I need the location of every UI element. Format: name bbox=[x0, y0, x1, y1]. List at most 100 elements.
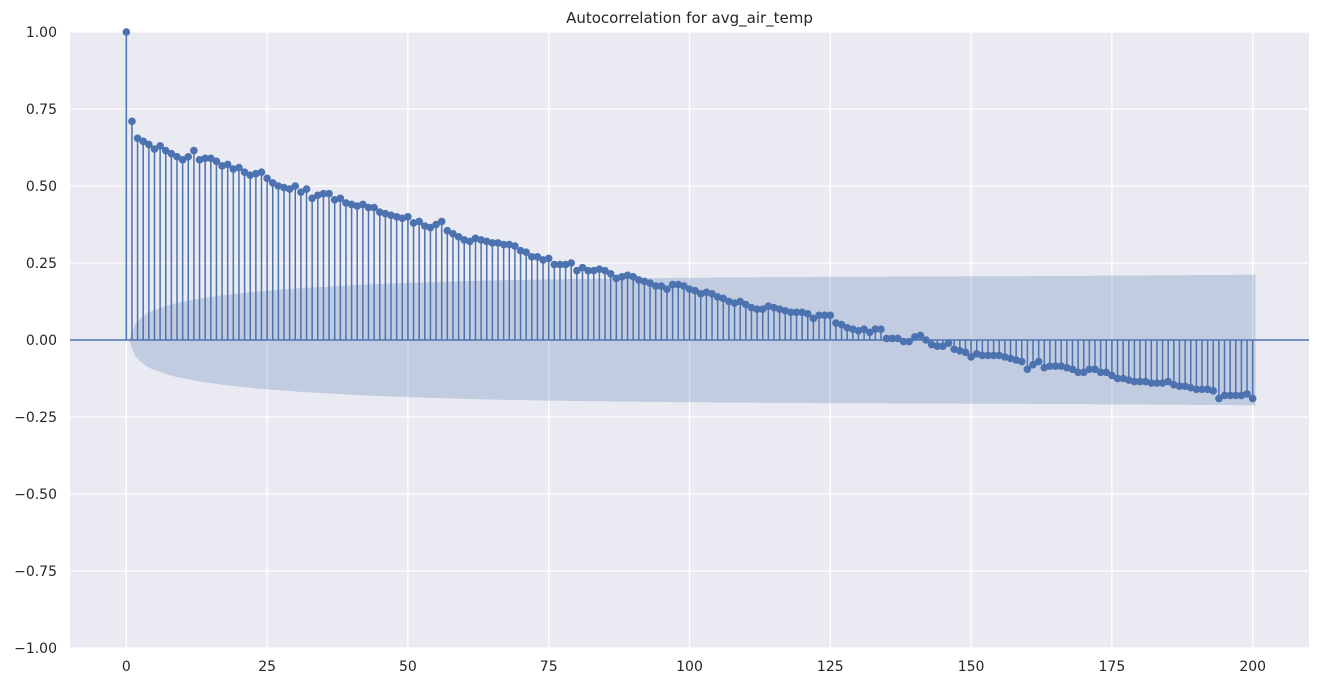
acf-point bbox=[1248, 394, 1257, 403]
acf-point bbox=[437, 217, 446, 226]
acf-point bbox=[1175, 382, 1184, 391]
acf-point bbox=[1096, 368, 1105, 377]
acf-markers bbox=[122, 28, 1257, 403]
x-tick-label: 175 bbox=[1099, 659, 1126, 675]
acf-point bbox=[573, 266, 581, 275]
acf-point bbox=[646, 279, 654, 287]
x-tick-label: 75 bbox=[540, 659, 558, 675]
acf-point bbox=[201, 154, 209, 163]
acf-point bbox=[533, 253, 542, 261]
acf-point bbox=[1231, 391, 1240, 400]
chart-title: Autocorrelation for avg_air_temp bbox=[566, 9, 813, 28]
acf-point bbox=[223, 160, 232, 169]
acf-point bbox=[122, 28, 131, 36]
acf-point bbox=[916, 331, 925, 340]
acf-point bbox=[415, 217, 423, 226]
acf-point bbox=[161, 146, 170, 155]
acf-point bbox=[708, 290, 716, 298]
acf-point bbox=[285, 185, 294, 193]
acf-point bbox=[1051, 362, 1060, 370]
acf-point bbox=[302, 185, 311, 193]
acf-point bbox=[212, 157, 221, 166]
acf-point bbox=[736, 297, 744, 306]
acf-point bbox=[1068, 365, 1077, 374]
acf-point bbox=[820, 311, 829, 320]
acf-point bbox=[1130, 377, 1139, 386]
acf-point bbox=[359, 200, 367, 209]
acf-point bbox=[1198, 385, 1206, 394]
acf-point bbox=[1147, 379, 1156, 387]
y-tick-label: −0.25 bbox=[14, 410, 57, 426]
acf-point bbox=[263, 174, 271, 183]
acf-point bbox=[1108, 371, 1116, 380]
acf-point bbox=[758, 305, 767, 314]
acf-point bbox=[1085, 365, 1094, 374]
acf-stems bbox=[125, 32, 1254, 399]
acf-point bbox=[882, 334, 891, 343]
acf-point bbox=[522, 248, 530, 257]
acf-point bbox=[544, 254, 553, 263]
acf-point bbox=[488, 239, 497, 247]
acf-point bbox=[1023, 365, 1032, 374]
acf-point bbox=[443, 226, 452, 235]
acf-point bbox=[691, 286, 699, 295]
acf-point bbox=[668, 280, 677, 289]
acf-point bbox=[528, 253, 536, 261]
acf-point bbox=[1113, 374, 1122, 383]
acf-point bbox=[449, 229, 457, 238]
acf-point bbox=[240, 168, 249, 176]
acf-point bbox=[871, 325, 880, 334]
acf-point bbox=[1209, 387, 1218, 395]
acf-point bbox=[150, 145, 159, 153]
acf-point bbox=[837, 320, 846, 329]
x-tick-label: 25 bbox=[258, 659, 276, 675]
y-tick-label: 1.00 bbox=[26, 25, 57, 41]
acf-point bbox=[1243, 390, 1251, 398]
acf-point bbox=[556, 260, 564, 269]
acf-point bbox=[1220, 391, 1229, 400]
acf-point bbox=[984, 351, 992, 360]
acf-point bbox=[206, 154, 215, 163]
x-tick-label: 150 bbox=[958, 659, 985, 675]
acf-point bbox=[336, 194, 345, 203]
acf-point bbox=[905, 337, 913, 346]
acf-point bbox=[173, 152, 181, 161]
acf-point bbox=[1017, 357, 1026, 366]
acf-point bbox=[1079, 368, 1088, 377]
y-tick-label: −0.50 bbox=[14, 487, 57, 503]
x-tick-label: 200 bbox=[1239, 659, 1266, 675]
y-tick-label: 0.50 bbox=[26, 179, 57, 195]
y-tick-label: 0.75 bbox=[26, 102, 57, 118]
acf-point bbox=[178, 156, 187, 164]
acf-point bbox=[291, 182, 300, 190]
acf-point bbox=[877, 325, 885, 334]
acf-point bbox=[1226, 391, 1234, 400]
acf-point bbox=[826, 311, 835, 320]
acf-point bbox=[978, 351, 987, 360]
acf-point bbox=[297, 188, 305, 196]
acf-point bbox=[939, 342, 947, 350]
y-tick-label: 0.25 bbox=[26, 256, 57, 272]
x-axis-ticks: 0 25 50 75 100 125 150 175 200 bbox=[122, 659, 1266, 675]
acf-point bbox=[1136, 377, 1144, 386]
acf-point bbox=[466, 237, 474, 246]
acf-point bbox=[511, 242, 519, 250]
y-tick-label: 0.00 bbox=[26, 333, 57, 349]
acf-point bbox=[753, 305, 761, 314]
acf-point bbox=[961, 348, 970, 357]
acf-point bbox=[364, 203, 373, 212]
acf-point bbox=[1215, 394, 1223, 403]
acf-point bbox=[933, 342, 942, 350]
acf-point bbox=[550, 260, 559, 269]
y-tick-label: −0.75 bbox=[14, 564, 57, 580]
acf-point bbox=[989, 351, 998, 360]
acf-point bbox=[1164, 377, 1173, 386]
acf-point bbox=[1192, 385, 1201, 394]
acf-point bbox=[133, 134, 142, 143]
acf-point bbox=[584, 266, 592, 275]
acf-point bbox=[145, 140, 153, 149]
x-tick-label: 100 bbox=[676, 659, 703, 675]
acf-point bbox=[629, 273, 637, 281]
acf-point bbox=[308, 194, 316, 203]
